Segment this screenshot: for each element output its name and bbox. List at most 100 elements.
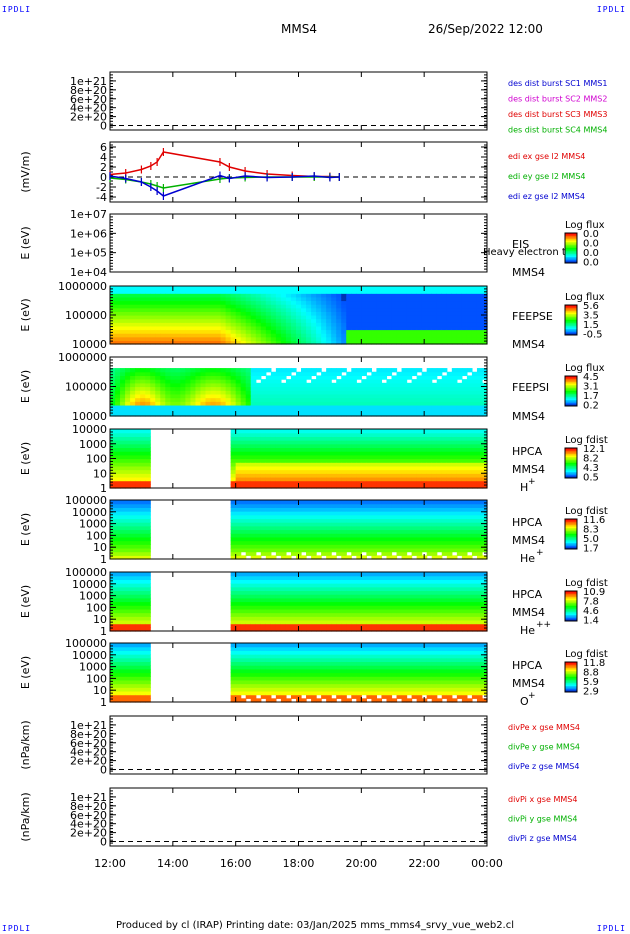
- heatmap-cell: [376, 522, 383, 527]
- heatmap-cell: [135, 293, 141, 298]
- heatmap-cell: [481, 336, 488, 341]
- heatmap-cell: [386, 336, 393, 341]
- heatmap-cell: [451, 525, 458, 531]
- heatmap-cell: [376, 525, 383, 531]
- heatmap-cell: [255, 529, 262, 534]
- heatmap-cell: [331, 500, 337, 505]
- heatmap-cell: [426, 322, 433, 327]
- heatmap-cell: [396, 503, 403, 508]
- heatmap-cell: [426, 375, 433, 380]
- colorbar-cell: [565, 535, 577, 538]
- heatmap-cell: [481, 429, 488, 434]
- heatmap-cell: [306, 484, 312, 489]
- colorbar-cell: [565, 383, 577, 386]
- heatmap-cell: [326, 555, 332, 560]
- heatmap-cell: [270, 432, 277, 437]
- heatmap-cell: [245, 605, 252, 610]
- heatmap-cell: [411, 507, 418, 512]
- heatmap-cell: [386, 511, 393, 516]
- heatmap-cell: [245, 336, 252, 341]
- heatmap-cell: [285, 522, 292, 527]
- heatmap-cell: [210, 296, 217, 302]
- heatmap-cell: [125, 605, 131, 610]
- heatmap-cell: [125, 390, 131, 395]
- heatmap-cell: [396, 522, 403, 527]
- heatmap-cell: [391, 307, 398, 312]
- heatmap-cell: [306, 476, 312, 482]
- spacecraft-label: MMS4: [512, 463, 545, 476]
- heatmap-cell: [230, 597, 237, 603]
- heatmap-cell: [260, 401, 267, 406]
- heatmap-cell: [110, 612, 116, 617]
- heatmap-cell: [230, 397, 237, 402]
- heatmap-cell: [406, 286, 413, 291]
- heatmap-cell: [175, 371, 181, 377]
- heatmap-cell: [361, 333, 367, 338]
- heatmap-cell: [301, 454, 307, 460]
- heatmap-cell: [401, 397, 408, 402]
- heatmap-cell: [326, 500, 332, 505]
- heatmap-cell: [140, 404, 146, 410]
- heatmap-cell: [140, 454, 146, 460]
- heatmap-cell: [285, 623, 292, 628]
- heatmap-cell: [250, 518, 257, 523]
- heatmap-cell: [250, 404, 257, 410]
- heatmap-cell: [311, 619, 317, 625]
- heatmap-cell: [326, 544, 332, 549]
- heatmap-cell: [210, 318, 217, 323]
- heatmap-cell: [135, 451, 141, 456]
- heatmap-cell: [411, 518, 418, 523]
- colorbar-title: Log flux: [565, 292, 605, 303]
- heatmap-cell: [180, 333, 186, 338]
- corner-label-top-left: IPDLI: [2, 5, 32, 14]
- heatmap-cell: [436, 476, 443, 482]
- heatmap-cell: [175, 325, 181, 331]
- heatmap-cell: [441, 525, 448, 531]
- heatmap-cell: [476, 296, 483, 302]
- heatmap-cell: [346, 536, 352, 542]
- heatmap-cell: [336, 522, 342, 527]
- heatmap-cell: [396, 551, 403, 556]
- heatmap-cell: [336, 454, 342, 460]
- heatmap-cell: [245, 333, 252, 338]
- heatmap-cell: [461, 443, 468, 449]
- heatmap-cell: [406, 311, 413, 316]
- heatmap-cell: [130, 619, 136, 625]
- heatmap-cell: [386, 393, 393, 399]
- heatmap-cell: [110, 429, 116, 434]
- heatmap-cell: [245, 579, 252, 584]
- heatmap-cell: [391, 412, 398, 417]
- heatmap-cell: [471, 325, 478, 331]
- heatmap-cell: [295, 473, 302, 478]
- heatmap-cell: [401, 401, 408, 406]
- heatmap-cell: [175, 318, 181, 323]
- heatmap-cell: [336, 371, 342, 377]
- heatmap-cell: [371, 454, 378, 460]
- heatmap-cell: [361, 458, 367, 463]
- heatmap-cell: [316, 547, 322, 553]
- heatmap-cell: [391, 518, 398, 523]
- heatmap-cell: [220, 329, 227, 334]
- heatmap-cell: [411, 469, 418, 474]
- heatmap-cell: [406, 293, 413, 298]
- heatmap-cell: [386, 447, 393, 452]
- heatmap-cell: [311, 522, 317, 527]
- y-tick-label: 10: [93, 541, 107, 554]
- heatmap-cell: [381, 436, 388, 441]
- heatmap-cell: [301, 322, 307, 327]
- heatmap-cell: [316, 525, 322, 531]
- heatmap-cell: [295, 536, 302, 542]
- heatmap-cell: [275, 484, 282, 489]
- heatmap-cell: [316, 336, 322, 341]
- heatmap-cell: [361, 412, 367, 417]
- heatmap-cell: [205, 333, 212, 338]
- heatmap-cell: [311, 443, 317, 449]
- heatmap-cell: [476, 511, 483, 516]
- heatmap-cell: [341, 408, 347, 413]
- heatmap-cell: [205, 382, 212, 388]
- heatmap-cell: [306, 397, 312, 402]
- heatmap-cell: [351, 307, 357, 312]
- heatmap-cell: [295, 551, 302, 556]
- heatmap-cell: [205, 412, 212, 417]
- heatmap-cell: [441, 462, 448, 467]
